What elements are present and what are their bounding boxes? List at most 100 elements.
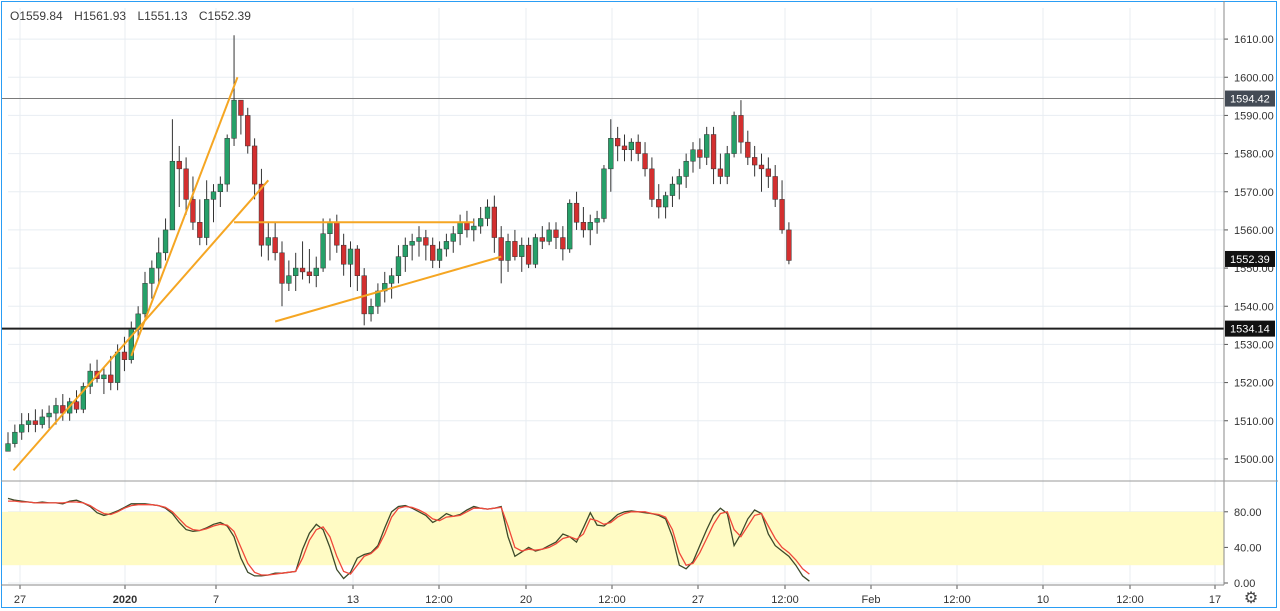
candle-body [717,168,724,177]
price-axis-label: 1590.00 [1234,110,1274,122]
candle [149,260,155,299]
candle [621,134,628,162]
candle [80,382,86,414]
candle [25,413,32,433]
candle [183,157,189,215]
time-axis-label: 12:00 [1116,594,1144,606]
candle-body [341,244,347,265]
price-axis-label: 1560.00 [1234,225,1274,237]
candle [443,233,450,257]
candle [347,241,354,288]
candle-body [738,115,744,143]
candle-body [306,271,313,276]
candle [279,241,285,307]
candle-body [656,199,662,208]
candle [505,233,511,272]
candle [704,126,710,166]
candle [224,134,230,192]
candle [217,176,223,208]
candle [478,207,484,234]
candle-body [176,160,182,170]
candle [402,237,408,272]
candle [772,165,778,208]
open-value: O1559.84 [10,9,63,23]
candle-body [635,141,641,154]
trendline[interactable] [12,179,270,472]
candle-body [628,141,635,151]
candle [567,199,573,253]
trendline[interactable] [274,255,502,323]
candle [738,100,744,154]
stoch-axis-label: 40.00 [1234,542,1262,554]
candle [649,157,655,208]
candle-body [313,267,319,276]
candle [142,271,148,318]
candle [354,245,361,291]
candle [710,126,717,185]
candle [176,145,182,208]
candle [690,142,696,173]
candle-body [217,183,223,193]
candle [395,245,402,284]
candle [628,138,635,162]
candle [615,126,621,162]
candle-body [710,134,717,170]
candle [128,321,134,364]
candle-body [512,241,518,257]
candle-body [683,160,689,177]
candle-body [436,248,443,261]
candle-body [457,222,463,234]
candle [293,252,299,291]
candle-body [190,199,196,223]
candle [169,119,176,231]
candle [683,153,689,188]
candle [724,145,730,185]
time-axis-label: 27 [14,594,26,606]
candle [251,138,258,200]
candle-body [395,256,402,276]
candle [382,271,388,303]
settings-gear-icon[interactable]: ⚙ [1243,590,1259,607]
candle-body [39,416,45,425]
candle [635,134,641,162]
candle-body [642,153,648,170]
candle [87,363,93,395]
trendlines[interactable] [12,76,502,472]
trendline[interactable] [130,76,239,357]
price-axis-label: 1600.00 [1234,72,1274,84]
candle-body [697,149,703,158]
candle [108,355,114,391]
resistance-price-label: 1594.42 [1230,94,1270,106]
candle-body [101,374,107,380]
candle-body [532,237,539,265]
candle-body [601,168,607,219]
candle-body [621,145,628,151]
candle [286,260,292,291]
candle [491,195,498,253]
candle-body [402,244,408,257]
candle [464,210,470,238]
horizontal-lines[interactable] [2,98,1224,330]
candle [752,145,758,177]
candle-body [286,275,292,284]
candle-body [272,237,278,254]
candle-body [690,149,696,162]
candle-body [149,267,155,284]
candle-body [32,420,39,425]
candle-body [183,168,189,200]
candle-body [327,222,333,234]
time-axis-label: 12:00 [425,594,453,606]
time-axis-label: 20 [520,594,532,606]
candle-body [594,218,600,223]
candle-body [450,233,456,242]
candle [601,165,607,223]
candle-body [560,237,566,250]
candle [299,241,306,280]
candle-body [114,351,121,383]
candle [204,180,210,246]
candle-body [5,443,11,452]
candle [484,199,491,227]
